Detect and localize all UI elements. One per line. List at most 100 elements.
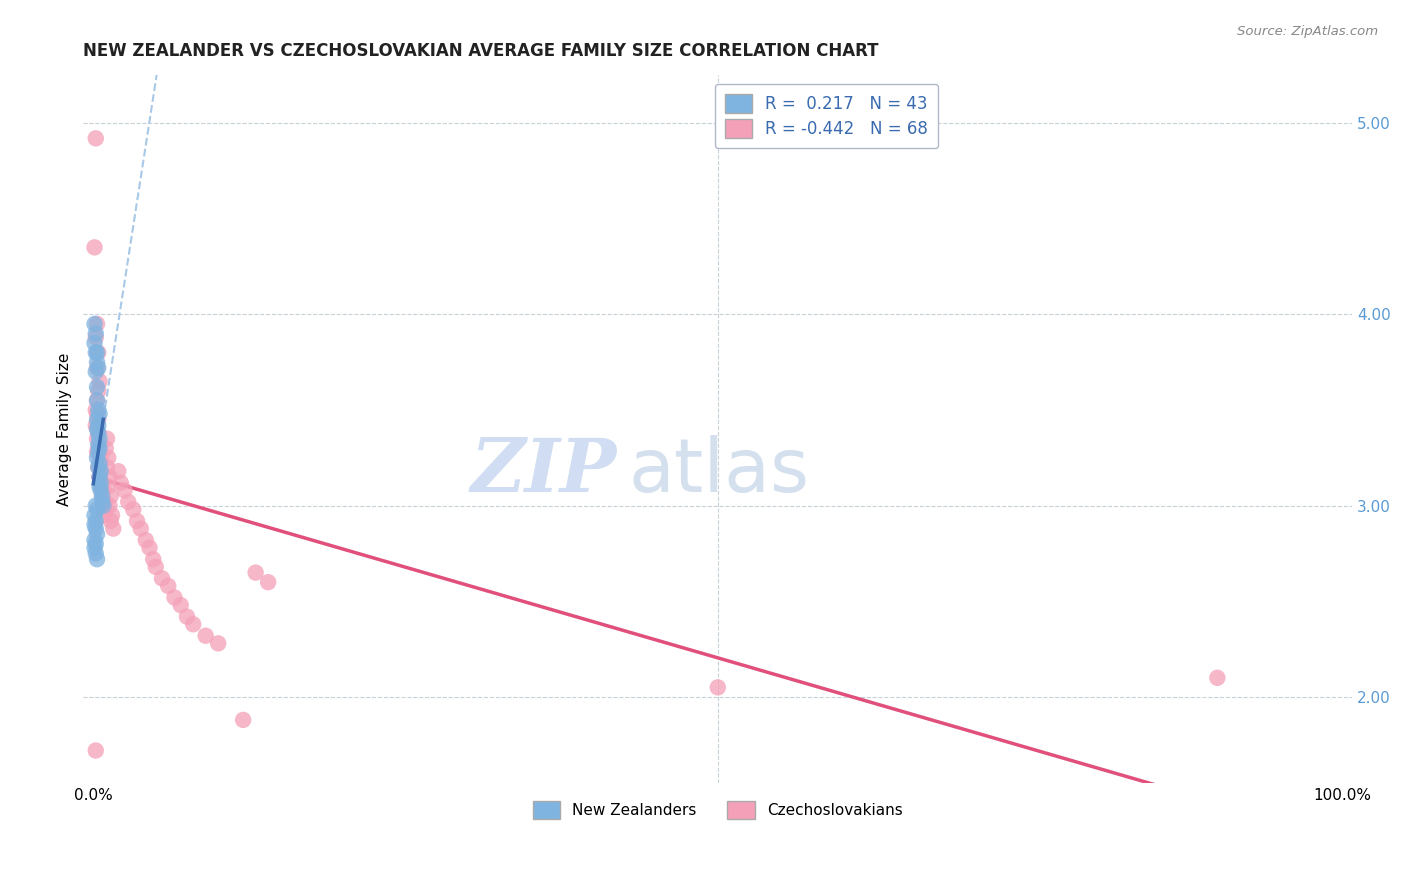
Point <box>96 460 118 475</box>
Point <box>89 407 111 421</box>
Point <box>87 403 110 417</box>
Point <box>84 546 107 560</box>
Point <box>87 460 110 475</box>
Point <box>89 470 111 484</box>
Point <box>125 514 148 528</box>
Legend: New Zealanders, Czechoslovakians: New Zealanders, Czechoslovakians <box>527 795 908 825</box>
Point <box>157 579 180 593</box>
Point <box>1206 671 1229 685</box>
Point <box>87 425 110 440</box>
Point <box>86 317 108 331</box>
Point <box>93 508 115 523</box>
Point <box>91 499 114 513</box>
Point <box>257 575 280 590</box>
Point <box>100 514 122 528</box>
Point <box>101 508 124 523</box>
Point <box>89 437 111 451</box>
Point <box>90 475 112 490</box>
Point <box>84 522 107 536</box>
Point <box>207 636 229 650</box>
Point <box>84 418 107 433</box>
Point <box>142 552 165 566</box>
Text: ZIP: ZIP <box>470 435 616 508</box>
Point <box>129 522 152 536</box>
Point <box>117 495 139 509</box>
Point <box>90 483 112 498</box>
Point <box>84 131 107 145</box>
Point <box>86 412 108 426</box>
Point <box>107 464 129 478</box>
Point <box>100 489 122 503</box>
Point <box>145 559 167 574</box>
Point <box>91 489 114 503</box>
Point <box>91 495 114 509</box>
Point <box>86 502 108 516</box>
Point <box>87 437 110 451</box>
Point <box>122 502 145 516</box>
Point <box>87 460 110 475</box>
Point <box>87 345 110 359</box>
Point <box>83 541 105 555</box>
Point <box>84 365 107 379</box>
Point <box>84 537 107 551</box>
Point <box>84 345 107 359</box>
Point <box>83 533 105 547</box>
Point <box>87 442 110 456</box>
Point <box>87 384 110 398</box>
Point <box>93 495 115 509</box>
Point <box>83 240 105 254</box>
Point <box>86 360 108 375</box>
Point <box>98 499 121 513</box>
Point <box>89 457 111 471</box>
Point <box>87 418 110 433</box>
Point <box>170 598 193 612</box>
Point <box>89 457 111 471</box>
Point <box>86 450 108 465</box>
Point <box>86 380 108 394</box>
Point <box>91 489 114 503</box>
Point <box>90 464 112 478</box>
Point <box>86 527 108 541</box>
Point <box>90 464 112 478</box>
Point <box>103 522 125 536</box>
Point <box>181 617 204 632</box>
Point <box>89 374 111 388</box>
Point <box>86 393 108 408</box>
Point <box>176 609 198 624</box>
Point <box>98 470 121 484</box>
Point <box>90 479 112 493</box>
Point <box>83 508 105 523</box>
Point <box>83 336 105 351</box>
Point <box>138 541 160 555</box>
Point <box>86 552 108 566</box>
Point <box>97 479 120 493</box>
Point <box>90 450 112 465</box>
Point <box>83 317 105 331</box>
Point <box>86 345 108 359</box>
Point <box>86 432 108 446</box>
Point <box>91 483 114 498</box>
Point <box>89 479 111 493</box>
Point <box>84 514 107 528</box>
Point <box>194 629 217 643</box>
Point <box>163 591 186 605</box>
Point <box>135 533 157 547</box>
Point <box>86 445 108 459</box>
Point <box>110 475 132 490</box>
Text: atlas: atlas <box>628 435 810 508</box>
Point <box>89 442 111 456</box>
Point <box>245 566 267 580</box>
Point <box>84 326 107 341</box>
Point <box>83 517 105 532</box>
Point <box>84 403 107 417</box>
Point <box>89 470 111 484</box>
Y-axis label: Average Family Size: Average Family Size <box>58 352 72 506</box>
Point <box>94 442 117 456</box>
Point <box>86 393 108 408</box>
Point <box>232 713 254 727</box>
Point <box>707 681 730 695</box>
Point <box>87 425 110 440</box>
Point <box>94 502 117 516</box>
Point <box>91 499 114 513</box>
Point <box>84 499 107 513</box>
